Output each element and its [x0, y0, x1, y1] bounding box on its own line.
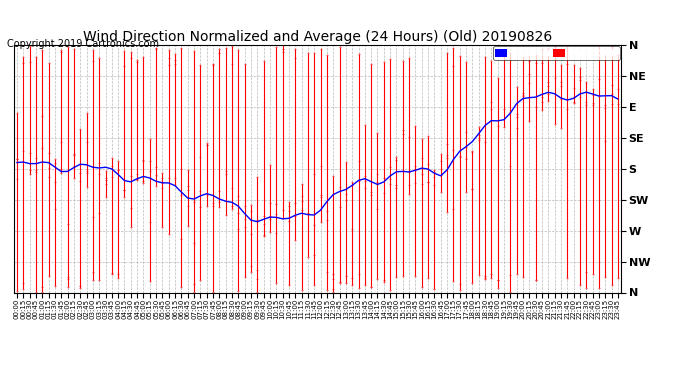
- Title: Wind Direction Normalized and Average (24 Hours) (Old) 20190826: Wind Direction Normalized and Average (2…: [83, 30, 552, 44]
- Text: Copyright 2019 Cartronics.com: Copyright 2019 Cartronics.com: [7, 39, 159, 50]
- Legend: Median, Direction: Median, Direction: [493, 46, 620, 60]
